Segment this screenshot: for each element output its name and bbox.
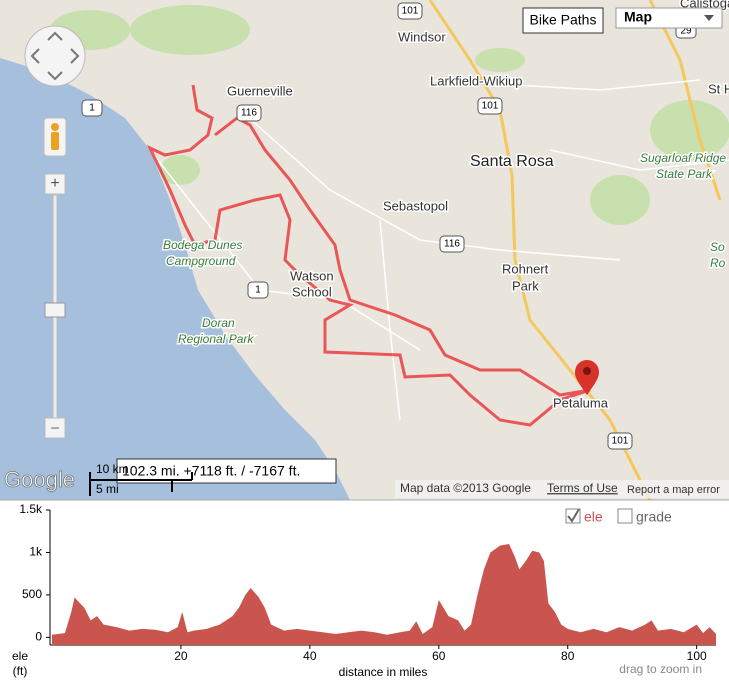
map[interactable]: Windsor Larkfield-Wikiup Guerneville San…	[0, 0, 729, 501]
place-label: State Park	[656, 167, 713, 181]
highways	[428, 0, 722, 501]
shield: 101	[402, 6, 419, 17]
toggle-check	[567, 508, 580, 523]
place-label: Sugarloaf Ridge	[640, 151, 726, 165]
place-label: St H	[708, 81, 729, 96]
shield: 101	[482, 101, 499, 112]
place-label: Larkfield-Wikiup	[430, 73, 522, 88]
scale-imperial: 5 mi	[96, 482, 119, 496]
map-type-label[interactable]: Map	[624, 9, 652, 25]
place-label: Doran	[202, 316, 235, 330]
scale-metric: 10 km	[96, 462, 129, 476]
shield: 1	[255, 285, 261, 296]
elevation-area	[52, 543, 716, 645]
shield: 29	[680, 26, 692, 37]
y-tick-label: 1k	[29, 545, 43, 559]
road-shields: 101 101 101 116 116 1 1 29	[81, 2, 697, 450]
dropdown-arrow[interactable]	[704, 15, 714, 21]
attribution: Map data ©2013 Google	[400, 481, 531, 495]
route	[146, 84, 591, 427]
terms-link[interactable]: Terms of Use	[547, 481, 618, 495]
toggle-checkbox[interactable]	[617, 508, 633, 524]
x-tick-label: 40	[303, 649, 317, 663]
parks	[50, 5, 729, 225]
pan-control[interactable]	[24, 25, 86, 87]
zoom-in-label[interactable]: +	[50, 175, 59, 192]
water	[0, 58, 350, 500]
zoom-out[interactable]	[44, 417, 66, 439]
layer-button-label[interactable]: Bike Paths	[530, 12, 597, 28]
zoom-in[interactable]	[44, 173, 66, 195]
place-label: Guerneville	[227, 83, 293, 98]
layer-button[interactable]	[522, 7, 604, 34]
place-label: School	[292, 284, 332, 299]
toggle-label[interactable]: ele	[584, 509, 603, 525]
x-tick-label: 80	[561, 649, 575, 663]
place-label: Windsor	[398, 29, 446, 44]
y-tick-label: 0	[35, 630, 42, 644]
place-label: Regional Park	[178, 332, 254, 346]
zoom-out-label[interactable]: –	[51, 419, 59, 435]
place-label: Ro	[710, 256, 726, 270]
place-label: Bodega Dunes	[163, 238, 242, 252]
shield: 116	[444, 239, 460, 250]
x-tick-label: 60	[432, 649, 446, 663]
x-axis-label: distance in miles	[339, 665, 428, 679]
place-label: So	[710, 240, 725, 254]
marker	[575, 360, 599, 395]
place-label: Sebastopol	[383, 198, 448, 213]
place-label: Calistoga	[680, 0, 729, 10]
y-tick-label: 1.5k	[19, 502, 43, 516]
place-label: Rohnert	[502, 261, 549, 276]
zoom-note: drag to zoom in	[619, 662, 702, 676]
y-axis-label: ele	[12, 649, 28, 663]
zoom-handle[interactable]	[44, 302, 66, 318]
map-type-select[interactable]	[615, 7, 723, 29]
shield: 116	[241, 108, 257, 119]
roads	[149, 79, 729, 421]
route-summary: 102.3 mi. +7118 ft. / -7167 ft.	[122, 463, 300, 479]
report-link[interactable]: Report a map error	[627, 484, 720, 496]
shield: 1	[89, 103, 95, 114]
y-tick-label: 500	[22, 587, 42, 601]
place-label: Santa Rosa	[470, 153, 554, 170]
place-label: Park	[512, 278, 539, 293]
x-tick-label: 20	[174, 649, 188, 663]
toggle-label[interactable]: grade	[636, 509, 672, 525]
x-tick-label: 100	[687, 649, 707, 663]
attribution-bg	[395, 480, 729, 498]
place-label: Campground	[166, 254, 236, 268]
scale-bar	[89, 472, 193, 496]
logo: Google	[4, 467, 75, 492]
place-label: Petaluma	[553, 395, 609, 410]
shield: 101	[612, 436, 629, 447]
pegman[interactable]	[43, 117, 67, 157]
zoom-slider: + –	[44, 173, 66, 439]
place-label: Watson	[290, 268, 334, 283]
y-axis-unit: (ft)	[13, 664, 28, 678]
